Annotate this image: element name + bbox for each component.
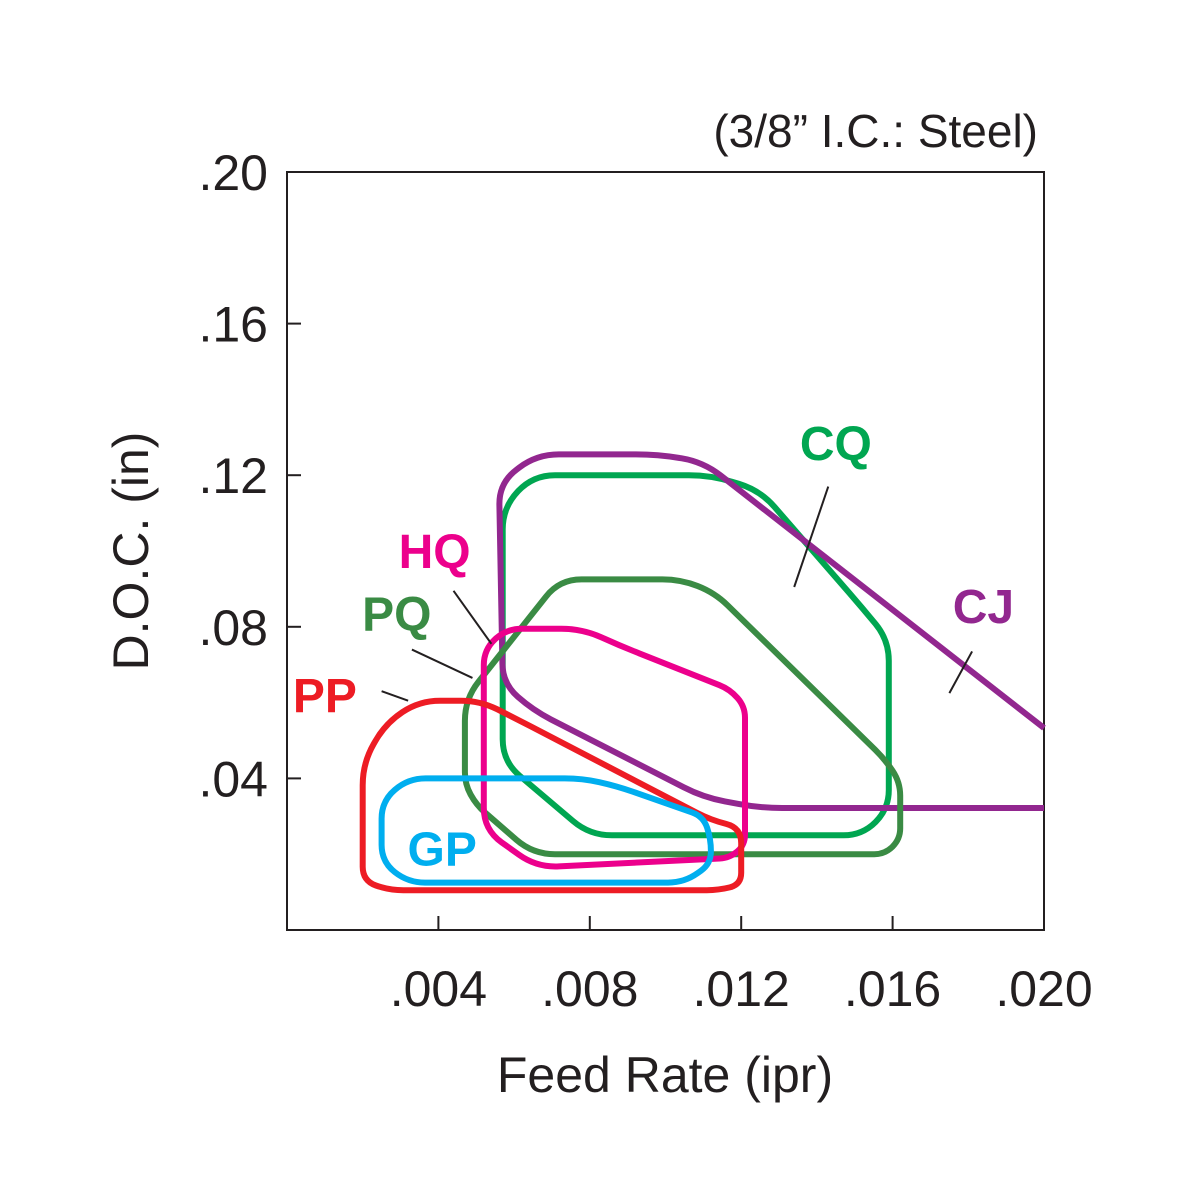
y-axis-title: D.O.C. (in) [103, 432, 159, 671]
series-outline-pq [461, 576, 904, 858]
x-axis: .004 .008 .012 .016 .020 [390, 916, 1093, 1017]
series-label-pp: PP [293, 670, 357, 723]
series-outline-gp [378, 775, 714, 886]
x-tick-label: .004 [390, 961, 487, 1017]
x-axis-title: Feed Rate (ipr) [497, 1047, 833, 1103]
x-tick-label: .012 [693, 961, 790, 1017]
series-outline-cj [496, 451, 1046, 811]
series-layer [359, 451, 1046, 894]
x-tick-label: .020 [995, 961, 1092, 1017]
leader-line-hq [452, 590, 493, 645]
leader-line-pq [411, 648, 473, 679]
series-outline-cq [499, 472, 892, 839]
series-outline-pp [359, 697, 745, 894]
leader-line-pp [381, 690, 409, 702]
series-label-pq: PQ [362, 589, 431, 642]
plot-frame [286, 171, 1045, 931]
x-tick-label: .008 [541, 961, 638, 1017]
y-tick-label: .12 [198, 448, 268, 504]
series-label-gp: GP [408, 824, 477, 877]
leader-line-cq [793, 486, 830, 588]
series-outline-hq [480, 625, 748, 870]
y-axis: .04 .08 .12 .16 .20 [198, 145, 301, 807]
series-label-cj: CJ [953, 581, 1014, 634]
leader-line-cj [948, 650, 973, 694]
y-tick-label: .16 [198, 297, 268, 353]
series-label-cq: CQ [800, 418, 872, 471]
y-tick-label: .20 [198, 145, 268, 201]
chart-subtitle: (3/8” I.C.: Steel) [713, 105, 1038, 157]
series-label-hq: HQ [399, 526, 471, 579]
x-tick-label: .016 [844, 961, 941, 1017]
y-tick-label: .04 [198, 751, 268, 807]
y-tick-label: .08 [198, 600, 268, 656]
